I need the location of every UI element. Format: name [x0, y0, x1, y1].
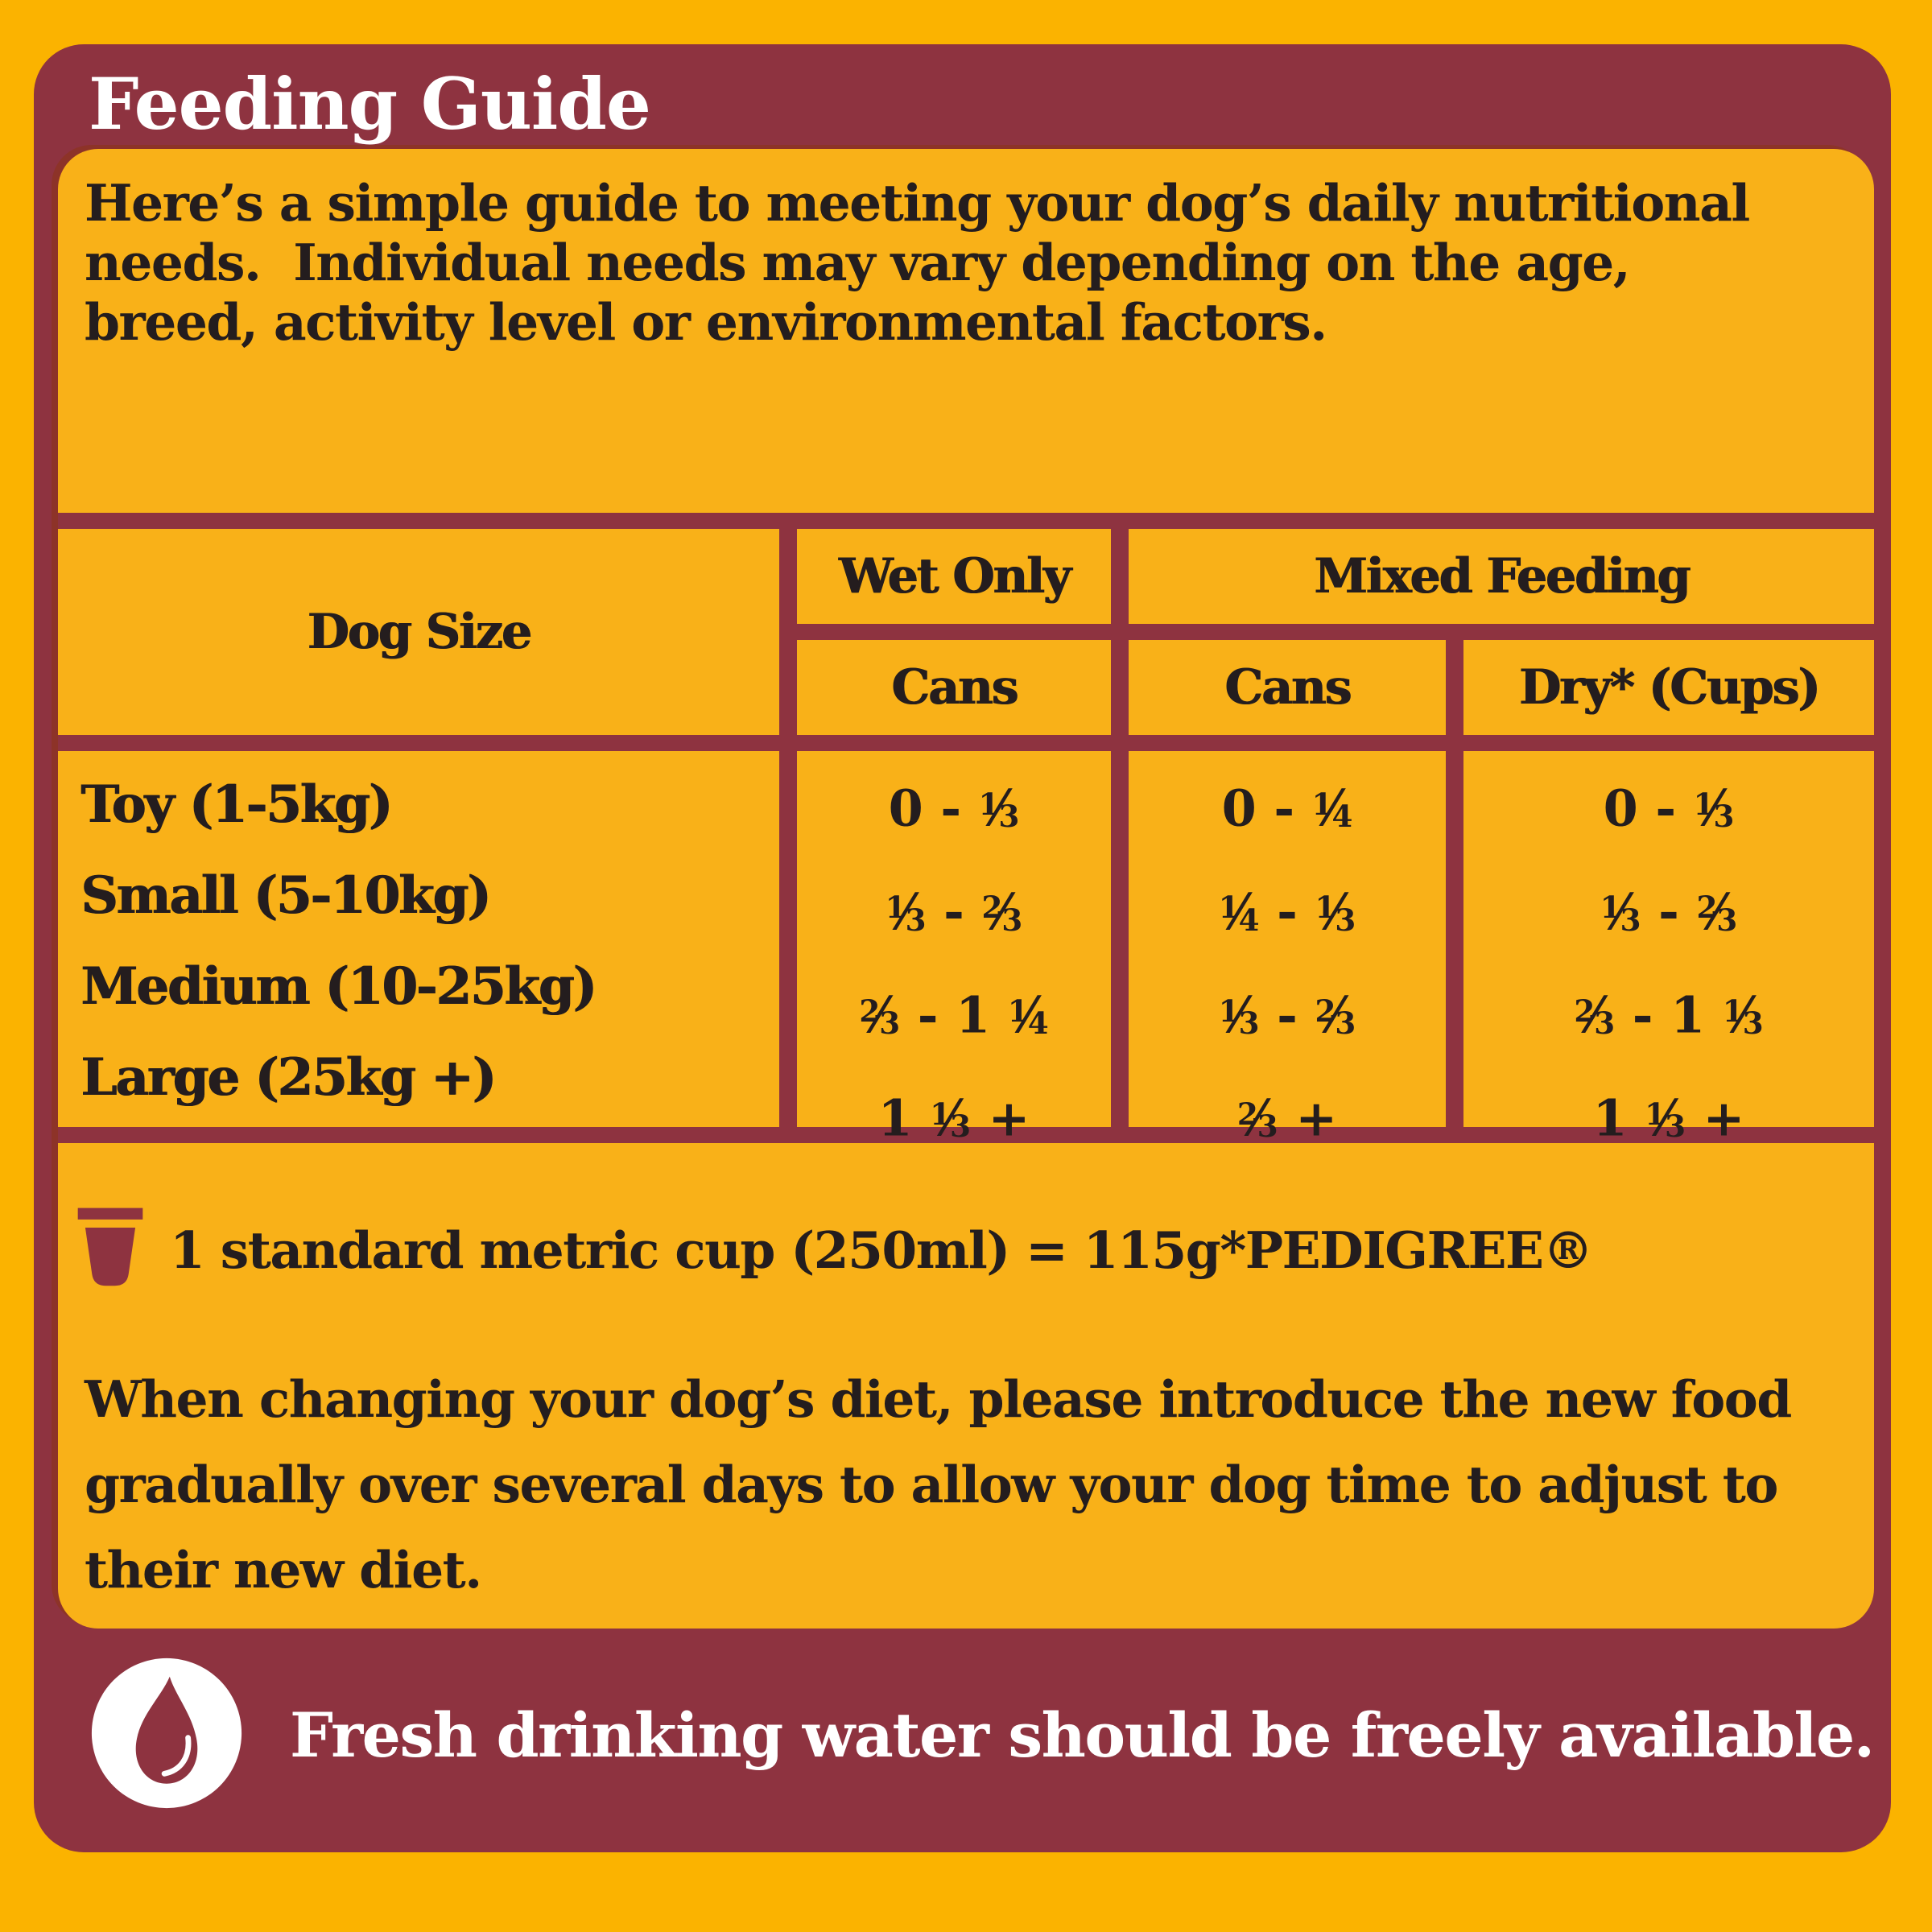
table-header-dog-size: Dog Size — [58, 529, 779, 735]
dog-size-column: Toy (1-5kg) Small (5-10kg) Medium (10-25… — [58, 751, 779, 1127]
feeding-amount: 2⁄3 - 1 1⁄3 — [1574, 985, 1764, 1044]
content-box: Here’s a simple guide to meeting your do… — [58, 149, 1874, 1629]
feeding-amount: 2⁄3 - 1 1⁄4 — [859, 985, 1049, 1044]
fresh-water-row: Fresh drinking water should be freely av… — [90, 1657, 1875, 1813]
table-header-mixed-feeding: Mixed Feeding — [1129, 529, 1874, 624]
fresh-water-text: Fresh drinking water should be freely av… — [290, 1699, 1875, 1771]
note-line: gradually over several days to allow you… — [85, 1455, 1778, 1514]
intro-line: Here’s a simple guide to meeting your do… — [85, 173, 1750, 233]
dog-size-label: Large (25kg +) — [80, 1047, 497, 1108]
note-line: When changing your dog’s diet, please in… — [85, 1369, 1792, 1429]
table-header-wet-only: Wet Only — [797, 529, 1111, 624]
feeding-amount: 2⁄3 + — [1236, 1088, 1338, 1148]
intro-line: needs. Individual needs may vary dependi… — [85, 233, 1631, 292]
feeding-amount: 0 - 1⁄3 — [1603, 778, 1735, 838]
dog-size-label: Toy (1-5kg) — [80, 774, 393, 835]
table-header-dry-cups: Dry* (Cups) — [1463, 640, 1874, 735]
cup-equivalence-text: 1 standard metric cup (250ml) = 115g*PED… — [170, 1220, 1593, 1280]
diet-transition-paragraph: When changing your dog’s diet, please in… — [85, 1356, 1792, 1612]
table-header-mixed-cans: Cans — [1129, 640, 1446, 735]
feeding-amount: 1⁄3 - 2⁄3 — [1600, 881, 1738, 941]
mixed-cans-column: 0 - 1⁄4 1⁄4 - 1⁄3 1⁄3 - 2⁄3 2⁄3 + — [1129, 751, 1446, 1147]
feeding-amount: 1 1⁄3 + — [1592, 1088, 1745, 1148]
page-title: Feeding Guide — [89, 62, 651, 146]
feeding-guide-panel: Feeding Guide Here’s a simple guide to m… — [34, 44, 1891, 1852]
feeding-table: Dog Size Wet Only Mixed Feeding Cans Can… — [58, 513, 1874, 1147]
water-droplet-icon — [90, 1657, 243, 1813]
feeding-amount: 1⁄3 - 2⁄3 — [885, 881, 1023, 941]
note-line: their new diet. — [85, 1540, 482, 1600]
mixed-dry-cups-column: 0 - 1⁄3 1⁄3 - 2⁄3 2⁄3 - 1 1⁄3 1 1⁄3 + — [1463, 751, 1874, 1147]
feeding-amount: 1⁄4 - 1⁄3 — [1218, 881, 1356, 941]
cup-equivalence-note: 1 standard metric cup (250ml) = 115g*PED… — [76, 1205, 1593, 1295]
wet-only-cans-column: 0 - 1⁄3 1⁄3 - 2⁄3 2⁄3 - 1 1⁄4 1 1⁄3 + — [797, 751, 1111, 1147]
feeding-amount: 0 - 1⁄4 — [1221, 778, 1353, 838]
table-header-wet-cans: Cans — [797, 640, 1111, 735]
dog-size-label: Small (5-10kg) — [80, 865, 491, 926]
feeding-amount: 1 1⁄3 + — [877, 1088, 1030, 1148]
feeding-amount: 1⁄3 - 2⁄3 — [1218, 985, 1356, 1044]
intro-paragraph: Here’s a simple guide to meeting your do… — [85, 173, 1750, 352]
intro-line: breed, activity level or environmental f… — [85, 292, 1327, 352]
measuring-cup-icon — [76, 1205, 144, 1295]
feeding-amount: 0 - 1⁄3 — [888, 778, 1020, 838]
dog-size-label: Medium (10-25kg) — [80, 956, 597, 1017]
